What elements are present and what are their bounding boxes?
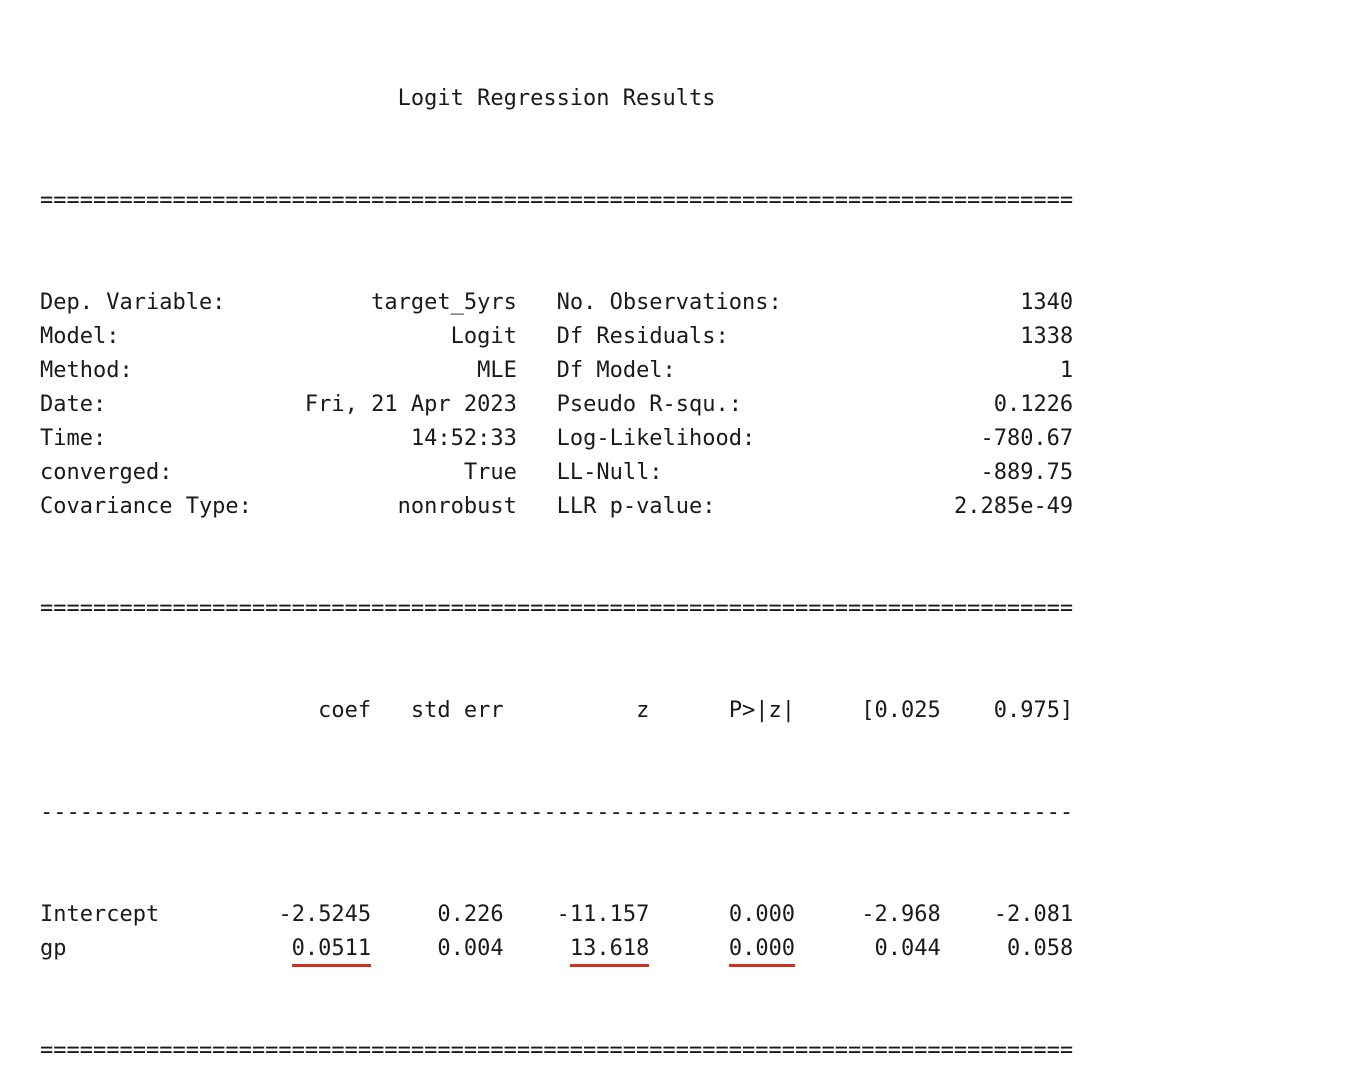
summary-left-label: Covariance Type:	[40, 494, 252, 519]
coef-row: gp 0.0511 0.004 13.618 0.000 0.044 0.058	[40, 932, 1074, 967]
coef-header-4: [0.025	[861, 698, 941, 723]
summary-right-label: Df Residuals:	[556, 324, 729, 349]
summary-left-value: True	[463, 460, 517, 485]
summary-right-label: Log-Likelihood:	[556, 426, 756, 451]
summary-left-value: Fri, 21 Apr 2023	[304, 392, 517, 417]
coef-row-name: Intercept	[40, 902, 160, 927]
summary-left-label: Method:	[40, 358, 133, 383]
summary-left-value: MLE	[477, 358, 517, 383]
summary-row: converged: True LL-Null: -889.75	[40, 456, 1073, 490]
coef-row: Intercept -2.5245 0.226 -11.157 0.000 -2…	[40, 898, 1073, 932]
summary-right-label: No. Observations:	[556, 290, 782, 315]
report-title: Logit Regression Results	[397, 86, 716, 111]
model-summary-block: Dep. Variable: target_5yrs No. Observati…	[40, 286, 1073, 524]
summary-right-label: LL-Null:	[556, 460, 663, 485]
summary-left-value: nonrobust	[397, 494, 517, 519]
dashed-rule: ----------------------------------------…	[40, 800, 1074, 825]
coef-value: 0.004	[437, 936, 504, 961]
summary-left-label: Date:	[40, 392, 107, 417]
summary-row: Dep. Variable: target_5yrs No. Observati…	[40, 286, 1073, 320]
summary-left-value: 14:52:33	[410, 426, 517, 451]
highlighted-value: 0.0511	[291, 936, 372, 967]
summary-left-value: Logit	[450, 324, 517, 349]
regression-summary: Logit Regression Results ===============…	[40, 14, 1073, 1084]
summary-right-value: 2.285e-49	[953, 494, 1074, 519]
highlighted-value: 0.000	[728, 936, 796, 967]
bottom-rule: ========================================…	[40, 1038, 1074, 1063]
summary-right-value: 1	[1059, 358, 1074, 383]
coef-value: 0.058	[1007, 936, 1074, 961]
coef-header-3: P>|z|	[728, 698, 796, 723]
middle-rule: ========================================…	[40, 596, 1074, 621]
summary-right-label: Pseudo R-squ.:	[556, 392, 743, 417]
coef-value: 0.000	[728, 902, 796, 927]
summary-row: Model: Logit Df Residuals: 1338	[40, 320, 1073, 354]
coef-value: 0.226	[437, 902, 504, 927]
top-rule: ========================================…	[40, 188, 1074, 213]
summary-right-value: -889.75	[980, 460, 1074, 485]
coef-header-0: coef	[318, 698, 372, 723]
summary-right-label: Df Model:	[556, 358, 676, 383]
summary-right-value: -780.67	[980, 426, 1074, 451]
coef-value: 0.044	[874, 936, 941, 961]
coef-header-5: 0.975]	[993, 698, 1074, 723]
title-line: Logit Regression Results	[40, 82, 1073, 116]
coef-row-name: gp	[40, 936, 67, 961]
coef-header-row: coef std err z P>|z| [0.025 0.975]	[40, 694, 1073, 728]
coef-value: -2.968	[861, 902, 941, 927]
coef-value: -2.081	[993, 902, 1074, 927]
summary-left-label: converged:	[40, 460, 173, 485]
summary-left-value: target_5yrs	[371, 290, 517, 315]
summary-right-value: 0.1226	[993, 392, 1074, 417]
summary-left-label: Time:	[40, 426, 107, 451]
summary-row: Time: 14:52:33 Log-Likelihood: -780.67	[40, 422, 1073, 456]
summary-left-label: Model:	[40, 324, 120, 349]
summary-right-value: 1340	[1020, 290, 1074, 315]
summary-row: Date: Fri, 21 Apr 2023 Pseudo R-squ.: 0.…	[40, 388, 1073, 422]
coef-header-2: z	[636, 698, 650, 723]
coef-header-1: std err	[410, 698, 504, 723]
summary-row: Method: MLE Df Model: 1	[40, 354, 1073, 388]
summary-left-label: Dep. Variable:	[40, 290, 226, 315]
highlighted-value: 13.618	[569, 936, 650, 967]
coef-table-body: Intercept -2.5245 0.226 -11.157 0.000 -2…	[40, 898, 1074, 967]
summary-right-label: LLR p-value:	[556, 494, 716, 519]
summary-row: Covariance Type: nonrobust LLR p-value: …	[40, 490, 1073, 524]
coef-value: -2.5245	[278, 902, 372, 927]
coef-value: -11.157	[556, 902, 650, 927]
summary-right-value: 1338	[1020, 324, 1074, 349]
